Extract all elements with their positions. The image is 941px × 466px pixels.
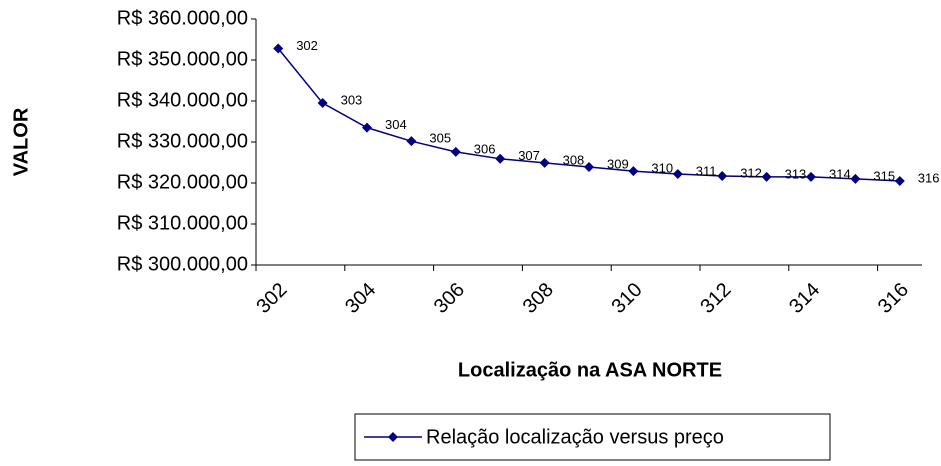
- marker: [495, 153, 506, 164]
- data-label: 310: [651, 161, 673, 176]
- x-axis-title: Localização na ASA NORTE: [458, 359, 722, 381]
- marker: [761, 171, 772, 182]
- data-label: 306: [474, 141, 496, 156]
- data-label: 312: [740, 165, 762, 180]
- data-label: 308: [563, 152, 585, 167]
- marker: [584, 162, 594, 173]
- y-tick-label: R$ 360.000,00: [117, 7, 248, 29]
- data-label: 316: [918, 170, 940, 185]
- marker: [362, 122, 372, 133]
- marker: [317, 98, 328, 109]
- legend-box: [354, 413, 831, 461]
- data-label: 303: [341, 92, 363, 107]
- x-tick-label: 312: [696, 279, 735, 318]
- x-tick-label: 310: [608, 279, 647, 318]
- marker: [806, 171, 816, 182]
- y-tick-label: R$ 320.000,00: [117, 171, 248, 193]
- data-label: 313: [785, 166, 807, 181]
- marker: [672, 168, 683, 179]
- marker: [628, 166, 639, 177]
- legend-label: Relação localização versus preço: [426, 426, 724, 448]
- data-label: 315: [873, 168, 895, 183]
- x-tick-label: 316: [874, 279, 913, 318]
- data-label: 309: [607, 156, 629, 171]
- data-label: 304: [385, 117, 407, 132]
- marker: [717, 171, 728, 182]
- legend-marker: [388, 432, 398, 442]
- marker: [273, 43, 284, 54]
- x-tick-label: 306: [430, 279, 469, 318]
- marker: [406, 136, 417, 147]
- marker: [450, 146, 461, 157]
- data-label: 305: [429, 131, 451, 146]
- y-tick-label: R$ 310.000,00: [117, 212, 248, 234]
- marker: [539, 157, 550, 168]
- marker: [850, 173, 861, 184]
- y-tick-label: R$ 350.000,00: [117, 48, 248, 70]
- x-tick-label: 304: [341, 279, 380, 318]
- marker: [894, 175, 905, 186]
- y-axis-title: VALOR: [10, 107, 32, 176]
- x-tick-label: 314: [785, 279, 824, 318]
- x-tick-label: 302: [252, 279, 291, 318]
- y-tick-label: R$ 340.000,00: [117, 89, 248, 111]
- data-label: 302: [296, 38, 318, 53]
- data-label: 311: [696, 163, 717, 178]
- y-tick-label: R$ 300.000,00: [117, 253, 248, 275]
- line: [277, 48, 900, 182]
- data-label: 314: [829, 166, 851, 181]
- data-label: 307: [518, 148, 540, 163]
- x-tick-label: 308: [519, 279, 558, 318]
- y-tick-label: R$ 330.000,00: [117, 130, 248, 152]
